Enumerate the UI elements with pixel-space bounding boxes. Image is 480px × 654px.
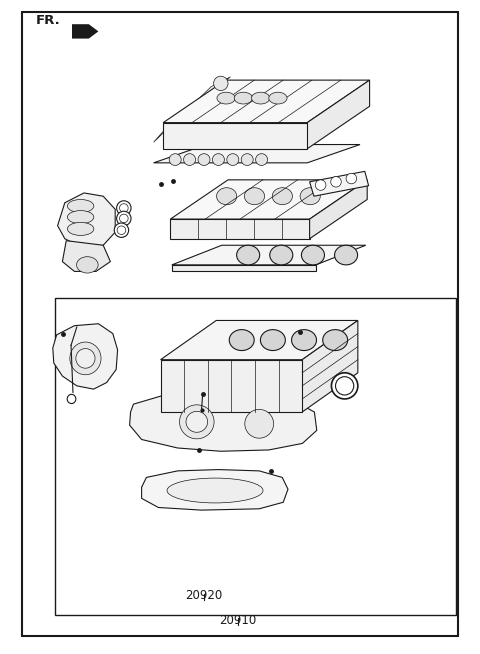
Polygon shape: [163, 80, 370, 123]
Polygon shape: [53, 324, 118, 389]
Ellipse shape: [331, 177, 341, 187]
Ellipse shape: [315, 180, 326, 190]
Ellipse shape: [167, 478, 263, 503]
Ellipse shape: [270, 245, 293, 265]
Ellipse shape: [301, 245, 324, 265]
Polygon shape: [161, 320, 358, 360]
Ellipse shape: [120, 204, 128, 212]
Ellipse shape: [234, 92, 252, 104]
Ellipse shape: [272, 188, 292, 205]
Ellipse shape: [67, 199, 94, 213]
Ellipse shape: [245, 409, 274, 438]
Polygon shape: [72, 24, 98, 39]
Ellipse shape: [184, 154, 196, 165]
Ellipse shape: [346, 173, 357, 184]
Ellipse shape: [180, 405, 214, 439]
Polygon shape: [170, 180, 367, 219]
Ellipse shape: [229, 330, 254, 351]
Ellipse shape: [244, 188, 264, 205]
Ellipse shape: [76, 349, 95, 368]
Polygon shape: [62, 241, 110, 271]
Ellipse shape: [269, 92, 287, 104]
Polygon shape: [154, 77, 230, 143]
Ellipse shape: [256, 154, 268, 165]
Text: 20910: 20910: [219, 613, 256, 627]
Polygon shape: [310, 180, 367, 239]
Ellipse shape: [300, 188, 320, 205]
Ellipse shape: [217, 92, 235, 104]
Ellipse shape: [120, 215, 128, 222]
Ellipse shape: [186, 411, 208, 432]
Ellipse shape: [169, 154, 181, 165]
Ellipse shape: [241, 154, 253, 165]
Ellipse shape: [67, 222, 94, 235]
Ellipse shape: [216, 188, 237, 205]
Polygon shape: [154, 145, 360, 163]
Polygon shape: [58, 193, 115, 249]
Polygon shape: [163, 123, 307, 148]
Polygon shape: [130, 391, 317, 451]
Polygon shape: [310, 171, 369, 196]
Ellipse shape: [70, 342, 101, 375]
Ellipse shape: [260, 330, 285, 351]
Ellipse shape: [336, 377, 354, 395]
Polygon shape: [302, 320, 358, 412]
Ellipse shape: [67, 394, 76, 404]
Ellipse shape: [117, 226, 126, 234]
Polygon shape: [307, 80, 370, 148]
Ellipse shape: [67, 211, 94, 224]
Text: FR.: FR.: [36, 14, 61, 27]
Polygon shape: [142, 470, 288, 510]
Polygon shape: [172, 265, 316, 271]
Ellipse shape: [212, 154, 225, 165]
Ellipse shape: [77, 256, 98, 273]
Ellipse shape: [331, 373, 358, 399]
Ellipse shape: [291, 330, 316, 351]
Polygon shape: [172, 245, 366, 265]
Text: 20920: 20920: [185, 589, 223, 602]
Polygon shape: [161, 360, 302, 412]
Ellipse shape: [117, 201, 131, 215]
Bar: [55, 298, 456, 615]
Ellipse shape: [227, 154, 239, 165]
Ellipse shape: [237, 245, 260, 265]
Polygon shape: [170, 219, 310, 239]
Ellipse shape: [323, 330, 348, 351]
Ellipse shape: [335, 245, 358, 265]
Ellipse shape: [117, 211, 131, 226]
Ellipse shape: [198, 154, 210, 165]
Ellipse shape: [114, 223, 129, 237]
Ellipse shape: [214, 77, 228, 90]
Ellipse shape: [252, 92, 270, 104]
